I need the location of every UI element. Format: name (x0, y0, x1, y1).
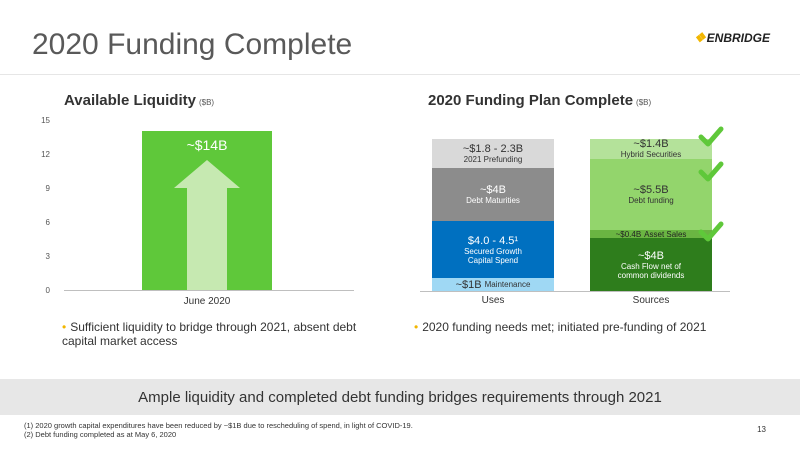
y-tick-9: 9 (45, 184, 50, 193)
uses-maintenance-label: Maintenance (484, 280, 531, 289)
liquidity-bar: ~$14B (142, 131, 272, 290)
uses-segment-prefunding: ~$1.8 - 2.3B 2021 Prefunding (432, 139, 554, 168)
sources-debt-funding-label: Debt funding (628, 196, 674, 205)
uses-debt-maturities-label: Debt Maturities (466, 196, 520, 205)
funding-title-text: 2020 Funding Plan Complete (428, 92, 634, 109)
uses-prefunding-value: ~$1.8 - 2.3B (462, 143, 524, 155)
funding-title: 2020 Funding Plan Complete ($B) (428, 92, 651, 109)
page-title: 2020 Funding Complete (32, 28, 353, 61)
check-icon (698, 221, 724, 242)
enbridge-logo: ❖ENBRIDGE (694, 30, 770, 46)
bullet-dot-icon: • (414, 320, 419, 334)
sources-segment-cash-flow: ~$4B Cash Flow net of common dividends (590, 238, 712, 291)
uses-growth-capital-label: Secured Growth Capital Spend (464, 246, 522, 265)
footnotes: (1) 2020 growth capital expenditures hav… (24, 421, 413, 439)
uses-maintenance-value: ~$1B (455, 278, 482, 291)
liquidity-bullet-text: Sufficient liquidity to bridge through 2… (62, 320, 357, 348)
liquidity-x-label: June 2020 (183, 296, 231, 307)
liquidity-title: Available Liquidity ($B) (64, 92, 214, 109)
sources-debt-funding-value: ~$5.5B (633, 184, 669, 196)
sources-hybrid-value: ~$1.4B (633, 138, 669, 150)
bullet-dot-icon: • (62, 320, 67, 334)
y-tick-3: 3 (45, 252, 50, 261)
y-tick-12: 12 (41, 150, 50, 159)
liquidity-bar-label: ~$14B (186, 137, 228, 153)
y-tick-6: 6 (45, 218, 50, 227)
check-icon (698, 126, 724, 147)
sources-cash-flow-label: Cash Flow net of common dividends (617, 261, 685, 280)
uses-debt-maturities-value: ~$4B (480, 184, 506, 196)
uses-segment-debt-maturities: ~$4B Debt Maturities (432, 168, 554, 221)
summary-banner: Ample liquidity and completed debt fundi… (0, 379, 800, 415)
uses-segment-maintenance: ~$1B Maintenance (432, 278, 554, 291)
uses-segment-growth-capital: $4.0 - 4.5¹ Secured Growth Capital Spend (432, 221, 554, 278)
uses-prefunding-label: 2021 Prefunding (463, 155, 523, 164)
footnote-1: (1) 2020 growth capital expenditures hav… (24, 421, 413, 430)
sources-segment-hybrid: ~$1.4B Hybrid Securities (590, 139, 712, 159)
logo-text: ENBRIDGE (706, 31, 770, 45)
sources-cash-flow-value: ~$4B (638, 249, 664, 262)
sources-hybrid-label: Hybrid Securities (620, 150, 682, 159)
check-icon (698, 161, 724, 182)
liquidity-unit: ($B) (198, 98, 215, 107)
up-arrow-icon (174, 160, 240, 290)
sources-segment-asset-sales: ~$0.4B Asset Sales (590, 229, 712, 239)
funding-bullet-text: 2020 funding needs met; initiated pre-fu… (422, 320, 707, 334)
liquidity-x-axis (64, 290, 354, 291)
liquidity-bullet: • Sufficient liquidity to bridge through … (62, 320, 372, 348)
header-divider (0, 74, 800, 75)
footnote-2: (2) Debt funding completed as at May 6, … (24, 430, 177, 439)
sources-asset-sales-label: Asset Sales (644, 229, 687, 239)
page-number: 13 (757, 425, 766, 434)
funding-bullet: • 2020 funding needs met; initiated pre-f… (414, 320, 774, 334)
funding-x-label-uses: Uses (481, 295, 505, 306)
y-tick-0: 0 (45, 286, 50, 295)
sources-segment-debt-funding: ~$5.5B Debt funding (590, 159, 712, 230)
uses-growth-capital-value: $4.0 - 4.5¹ (467, 234, 519, 247)
logo-mark-icon: ❖ (694, 30, 706, 45)
y-tick-15: 15 (41, 116, 50, 125)
funding-unit: ($B) (636, 98, 652, 107)
sources-asset-sales-value: ~$0.4B (615, 229, 642, 239)
funding-x-label-sources: Sources (632, 295, 670, 306)
liquidity-title-text: Available Liquidity (64, 92, 196, 109)
funding-x-axis (420, 291, 730, 292)
